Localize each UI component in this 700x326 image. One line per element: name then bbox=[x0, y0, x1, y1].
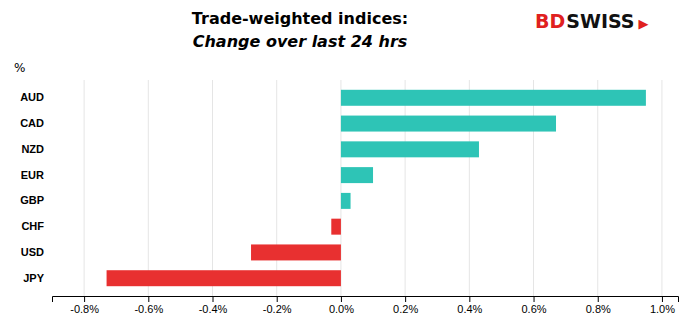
bar bbox=[331, 219, 341, 235]
tick: AUD bbox=[20, 91, 52, 103]
tick: 0.4% bbox=[457, 296, 482, 315]
tick-label: USD bbox=[21, 246, 44, 258]
grid-line bbox=[597, 80, 598, 296]
tick-label: -0.6% bbox=[134, 303, 163, 315]
grid-line bbox=[469, 80, 470, 296]
title: Trade-weighted indices: bbox=[192, 9, 408, 28]
grid-line bbox=[661, 80, 662, 296]
tick-mark bbox=[148, 296, 149, 302]
tick-mark bbox=[84, 296, 85, 302]
tick-mark bbox=[598, 296, 599, 302]
tick-label: CAD bbox=[20, 117, 44, 129]
grid-line bbox=[84, 80, 85, 296]
bar bbox=[341, 193, 351, 209]
tick-label: 0.8% bbox=[586, 303, 611, 315]
chart-svg: Trade-weighted indices: Change over last … bbox=[0, 0, 700, 326]
subtitle: Change over last 24 hrs bbox=[193, 32, 408, 51]
grid-line bbox=[405, 80, 406, 296]
tick: EUR bbox=[21, 169, 52, 181]
tick: GBP bbox=[20, 194, 52, 206]
tick-label: -0.8% bbox=[70, 303, 99, 315]
bar bbox=[341, 90, 646, 106]
bar bbox=[341, 141, 479, 157]
grid-line bbox=[212, 80, 213, 296]
tick: USD bbox=[21, 246, 52, 258]
tick: NZD bbox=[21, 143, 52, 155]
grid-line bbox=[533, 80, 534, 296]
tick-label: JPY bbox=[23, 272, 44, 284]
tick-mark bbox=[277, 296, 278, 302]
tick: 0.2% bbox=[393, 296, 418, 315]
tick: JPY bbox=[23, 272, 52, 284]
chart-container: Trade-weighted indices: Change over last … bbox=[0, 0, 700, 326]
annotation: SWISS bbox=[566, 10, 634, 32]
grid-line bbox=[276, 80, 277, 296]
bars bbox=[107, 90, 646, 286]
tick-mark bbox=[213, 296, 214, 302]
tick-mark bbox=[662, 296, 663, 302]
tick: 0.0% bbox=[329, 296, 354, 315]
y-axis: AUD CAD NZD EUR GBP CHF USD JPY bbox=[20, 91, 52, 283]
tick: 0.6% bbox=[521, 296, 546, 315]
tick-mark bbox=[469, 296, 470, 302]
grid-line bbox=[148, 80, 149, 296]
tick-label: 0.6% bbox=[521, 303, 546, 315]
bar bbox=[251, 244, 341, 260]
bar bbox=[107, 270, 341, 286]
grid bbox=[84, 80, 662, 296]
tick-label: 1.0% bbox=[650, 303, 675, 315]
tick: CAD bbox=[20, 117, 52, 129]
tick-label: AUD bbox=[20, 91, 44, 103]
axis-line bbox=[53, 297, 679, 303]
plot-area: -0.8% -0.6% -0.4% -0.2% 0.0% 0.2% 0.4% 0.6% 0.8%… bbox=[20, 80, 678, 315]
bar bbox=[341, 116, 556, 132]
tick: -0.6% bbox=[134, 296, 163, 315]
x-axis: -0.8% -0.6% -0.4% -0.2% 0.0% 0.2% 0.4% 0.6% 0.8%… bbox=[53, 296, 679, 315]
tick-mark bbox=[534, 296, 535, 302]
tick-label: -0.4% bbox=[199, 303, 228, 315]
tick-label: -0.2% bbox=[263, 303, 292, 315]
bar bbox=[341, 167, 373, 183]
tick-mark bbox=[341, 296, 342, 302]
tick: -0.2% bbox=[263, 296, 292, 315]
tick-label: 0.0% bbox=[329, 303, 354, 315]
tick: -0.8% bbox=[70, 296, 99, 315]
tick: CHF bbox=[21, 220, 52, 232]
tick-mark bbox=[405, 296, 406, 302]
tick-label: EUR bbox=[21, 169, 44, 181]
annotation: BD bbox=[535, 10, 565, 32]
axis-label: % bbox=[14, 61, 25, 75]
tick-label: CHF bbox=[21, 220, 44, 232]
annotation: ▶ bbox=[639, 16, 649, 31]
tick: 0.8% bbox=[586, 296, 611, 315]
tick-label: NZD bbox=[21, 143, 44, 155]
tick-label: 0.4% bbox=[457, 303, 482, 315]
tick-label: 0.2% bbox=[393, 303, 418, 315]
tick: -0.4% bbox=[199, 296, 228, 315]
tick: 1.0% bbox=[650, 296, 675, 315]
tick-label: GBP bbox=[20, 194, 44, 206]
grid-line bbox=[340, 80, 341, 296]
